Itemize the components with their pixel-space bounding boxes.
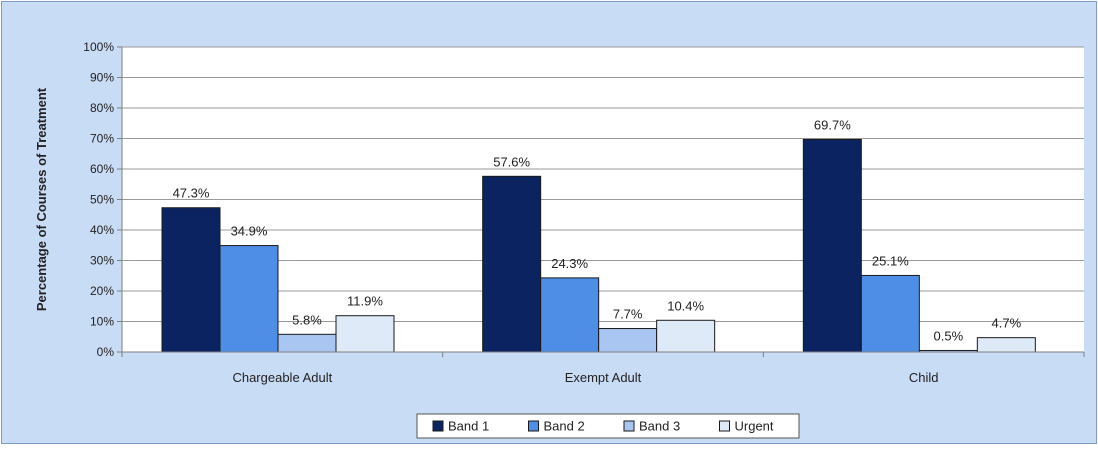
- bar-band-2: [540, 277, 600, 353]
- data-label: 5.8%: [292, 312, 322, 327]
- legend-label: Band 2: [544, 419, 585, 434]
- y-tick-label: 90%: [90, 71, 114, 85]
- bar-band-2: [860, 274, 920, 353]
- y-tick-label: 80%: [90, 101, 114, 115]
- bar-band-3: [598, 328, 658, 353]
- legend-label: Band 1: [448, 419, 489, 434]
- legend-swatch: [623, 420, 635, 432]
- y-tick-label: 40%: [90, 223, 114, 237]
- data-label: 69.7%: [814, 117, 851, 132]
- data-label: 47.3%: [173, 186, 210, 201]
- bar-band-2: [219, 245, 279, 353]
- bar-urgent: [656, 319, 716, 353]
- data-label: 57.6%: [493, 154, 530, 169]
- y-tick-label: 0%: [97, 345, 115, 359]
- legend-label: Urgent: [735, 419, 774, 434]
- x-category-label: Chargeable Adult: [232, 370, 332, 385]
- data-label: 4.7%: [992, 316, 1022, 331]
- bars: [161, 138, 1036, 353]
- data-label: 0.5%: [934, 328, 964, 343]
- y-tick-label: 30%: [90, 254, 114, 268]
- data-label: 34.9%: [231, 224, 268, 239]
- bar-urgent: [335, 315, 395, 353]
- legend-swatch: [528, 420, 539, 432]
- legend-swatch: [432, 420, 444, 432]
- legend-box: [416, 413, 800, 439]
- bar-band-3: [277, 333, 337, 353]
- gridlines: [122, 46, 1084, 322]
- legend-label: Band 3: [639, 419, 680, 434]
- y-tick-label: 10%: [90, 315, 114, 329]
- axes: 0% 10% 20% 30% 40% 50% 60% 70% 80% 90% 100% Chargea…: [83, 40, 1085, 385]
- x-category-label: Exempt Adult: [565, 370, 642, 385]
- bar-band-1: [482, 175, 542, 353]
- x-category-label: Child: [909, 370, 939, 385]
- data-label: 7.7%: [613, 307, 643, 322]
- data-label: 11.9%: [347, 294, 383, 309]
- legend-swatch: [719, 420, 730, 432]
- bar-band-1: [802, 138, 862, 353]
- y-tick-label: 100%: [83, 40, 114, 54]
- bar-urgent: [976, 337, 1036, 353]
- y-tick-label: 70%: [90, 132, 114, 146]
- data-label: 10.4%: [667, 298, 704, 313]
- y-axis-title: Percentage of Courses of Treatment: [34, 87, 49, 311]
- y-tick-label: 60%: [90, 162, 114, 176]
- legend: Band 1 Band 2 Band 3 Urgent: [416, 413, 800, 439]
- y-tick-label: 50%: [90, 193, 114, 207]
- y-tick-label: 20%: [90, 284, 114, 298]
- bar-band-1: [161, 207, 221, 353]
- data-label: 25.1%: [872, 253, 909, 268]
- data-label: 24.3%: [551, 256, 588, 271]
- data-labels: 47.3% 34.9% 5.8% 11.9% 57.6% 24.3% 7.7% 10.4% 69…: [173, 117, 1022, 343]
